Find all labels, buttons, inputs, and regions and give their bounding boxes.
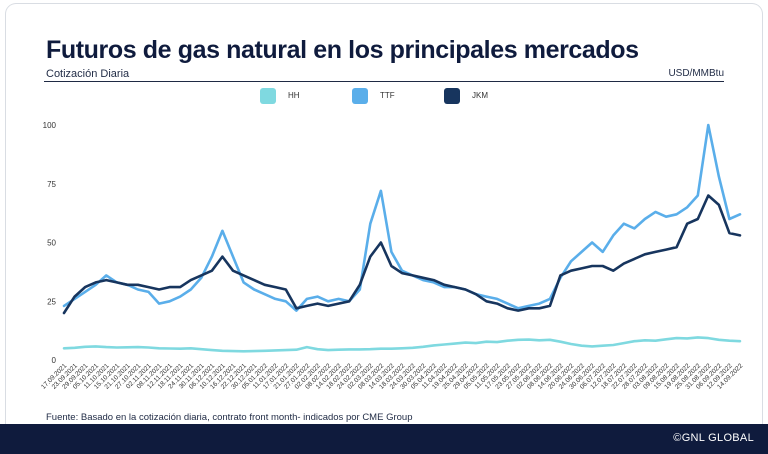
series-line-hh: [62, 336, 742, 353]
y-tick-label: 100: [43, 121, 57, 130]
legend-item-ttf: TTF: [352, 88, 395, 104]
legend-swatch-hh: [260, 88, 276, 104]
legend-swatch-ttf: [352, 88, 368, 104]
series-line-ttf: [62, 123, 742, 312]
chart-title: Futuros de gas natural en los principale…: [46, 36, 639, 64]
y-tick-label: 25: [47, 297, 56, 306]
legend-swatch-jkm: [444, 88, 460, 104]
y-tick-label: 50: [47, 239, 56, 248]
y-tick-label: 0: [52, 356, 57, 365]
chart-card: Futuros de gas natural en los principale…: [6, 4, 762, 450]
legend-label-ttf: TTF: [380, 91, 395, 100]
copyright-label: ©GNL GLOBAL: [673, 432, 754, 444]
footer-bar: ©GNL GLOBAL: [0, 424, 768, 454]
header-divider: [44, 81, 724, 82]
legend-label-jkm: JKM: [472, 91, 488, 100]
line-chart: HH TTF JKM025507510017.09.202123.09.202129…: [40, 88, 745, 391]
series-line-jkm: [62, 194, 742, 315]
legend-label-hh: HH: [288, 91, 300, 100]
source-note: Fuente: Basado en la cotización diaria, …: [46, 412, 413, 423]
y-tick-label: 75: [47, 180, 56, 189]
unit-label: USD/MMBtu: [668, 68, 724, 79]
legend-item-jkm: JKM: [444, 88, 488, 104]
chart-subtitle: Cotización Diaria: [46, 68, 130, 80]
legend-item-hh: HH: [260, 88, 300, 104]
